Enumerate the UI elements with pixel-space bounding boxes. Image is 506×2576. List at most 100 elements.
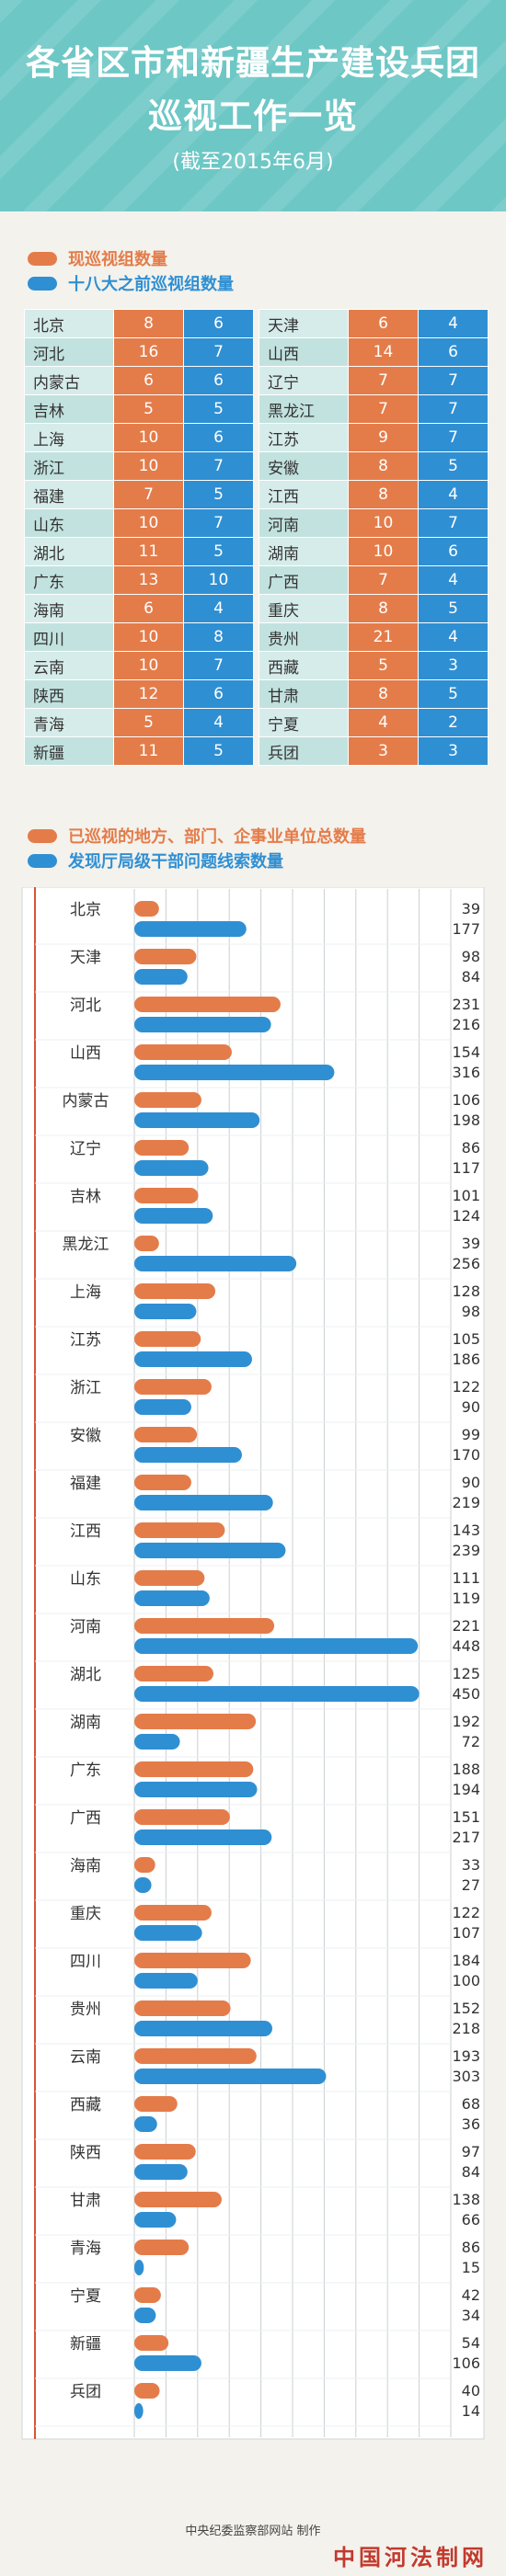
bar-clues [134, 1065, 335, 1080]
value-label: 97 [462, 2143, 480, 2160]
current-count: 10 [348, 537, 419, 566]
current-count: 10 [113, 423, 184, 452]
value-label: 122 [452, 1904, 480, 1921]
table-row: 四川 10 8 [24, 622, 254, 652]
bar-clues [134, 1495, 273, 1510]
value-label: 119 [452, 1590, 480, 1607]
before-count: 3 [418, 736, 489, 766]
current-count: 6 [113, 366, 184, 395]
table-row: 湖南 10 6 [259, 537, 489, 566]
value-label: 105 [452, 1330, 480, 1348]
current-count: 13 [113, 565, 184, 595]
category-label: 宁夏 [70, 2287, 101, 2306]
legend-swatch-orange [28, 251, 57, 266]
region-name: 陕西 [24, 679, 114, 709]
category-label: 福建 [70, 1475, 101, 1493]
value-label: 448 [452, 1637, 480, 1655]
value-label: 107 [452, 1924, 480, 1942]
before-count: 5 [418, 594, 489, 623]
value-label: 84 [462, 2163, 480, 2181]
region-name: 河北 [24, 337, 114, 367]
bar-inspected [134, 1618, 275, 1634]
bar-clues [134, 1543, 286, 1558]
before-count: 8 [183, 622, 254, 652]
bar-inspected [134, 1044, 232, 1060]
region-name: 海南 [24, 594, 114, 623]
current-count: 6 [348, 309, 419, 338]
bar-inspected [134, 2335, 169, 2351]
table-row: 辽宁 7 7 [259, 366, 489, 395]
value-label: 66 [462, 2211, 480, 2228]
category-label: 吉林 [70, 1188, 101, 1206]
current-count: 5 [348, 651, 419, 680]
table-row: 陕西 12 6 [24, 679, 254, 709]
category-label: 辽宁 [70, 1140, 101, 1158]
bar-inspected [134, 1188, 199, 1203]
bar-clues [134, 1734, 180, 1750]
value-label: 68 [462, 2095, 480, 2113]
before-count: 5 [183, 537, 254, 566]
table-row: 新疆 11 5 [24, 736, 254, 766]
bar-inspected [134, 1331, 201, 1347]
table-row: 河南 10 7 [259, 508, 489, 538]
value-label: 90 [462, 1474, 480, 1491]
region-name: 内蒙古 [24, 366, 114, 395]
legend-label-before: 十八大之前巡视组数量 [68, 275, 234, 294]
region-name: 吉林 [24, 394, 114, 424]
bar-inspected [134, 1570, 205, 1586]
before-count: 4 [183, 594, 254, 623]
bar-inspected [134, 1905, 212, 1921]
before-count: 6 [418, 337, 489, 367]
value-label: 170 [452, 1446, 480, 1464]
value-label: 218 [452, 2020, 480, 2037]
bar-inspected [134, 2192, 222, 2207]
before-count: 7 [183, 651, 254, 680]
bar-clues [134, 2355, 201, 2371]
value-label: 216 [452, 1016, 480, 1033]
current-count: 10 [113, 622, 184, 652]
title-line1: 各省区市和新疆生产建设兵团 [26, 42, 480, 83]
before-count: 6 [183, 423, 254, 452]
bar-clues [134, 2164, 188, 2180]
legend-inspected: 已巡视的地方、部门、企事业单位总数量 [28, 824, 366, 848]
category-label: 内蒙古 [63, 1092, 109, 1111]
current-count: 8 [113, 309, 184, 338]
bar-inspected [134, 997, 281, 1012]
before-count: 7 [418, 508, 489, 538]
bar-clues [134, 1877, 152, 1893]
value-label: 124 [452, 1207, 480, 1225]
value-label: 219 [452, 1494, 480, 1511]
bar-chart: 北京 39 177 天津 98 84 河北 231 216 山西 154 316 内蒙古 106 198 辽宁… [21, 887, 485, 2440]
value-label: 217 [452, 1829, 480, 1846]
region-name: 湖南 [259, 537, 349, 566]
value-label: 27 [462, 1876, 480, 1894]
category-label: 湖北 [70, 1666, 101, 1684]
region-name: 云南 [24, 651, 114, 680]
value-label: 122 [452, 1378, 480, 1396]
region-name: 新疆 [24, 736, 114, 766]
value-label: 54 [462, 2334, 480, 2352]
bar-inspected [134, 1761, 254, 1777]
before-count: 6 [183, 366, 254, 395]
category-label: 四川 [70, 1953, 101, 1971]
value-label: 198 [452, 1111, 480, 1129]
table-row: 宁夏 4 2 [259, 708, 489, 737]
legend-current: 现巡视组数量 [28, 246, 167, 270]
value-label: 33 [462, 1856, 480, 1874]
before-count: 6 [418, 537, 489, 566]
value-label: 106 [452, 1091, 480, 1109]
value-label: 34 [462, 2307, 480, 2324]
value-label: 316 [452, 1064, 480, 1081]
region-name: 北京 [24, 309, 114, 338]
value-label: 186 [452, 1351, 480, 1368]
table-row: 吉林 5 5 [24, 394, 254, 424]
value-label: 86 [462, 1139, 480, 1157]
value-label: 194 [452, 1781, 480, 1798]
bar-inspected [134, 1522, 225, 1538]
bar-clues [134, 1304, 197, 1319]
value-label: 14 [462, 2402, 480, 2420]
value-label: 101 [452, 1187, 480, 1204]
value-label: 221 [452, 1617, 480, 1635]
watermark: 中国河法制网 [333, 2544, 488, 2570]
region-name: 辽宁 [259, 366, 349, 395]
